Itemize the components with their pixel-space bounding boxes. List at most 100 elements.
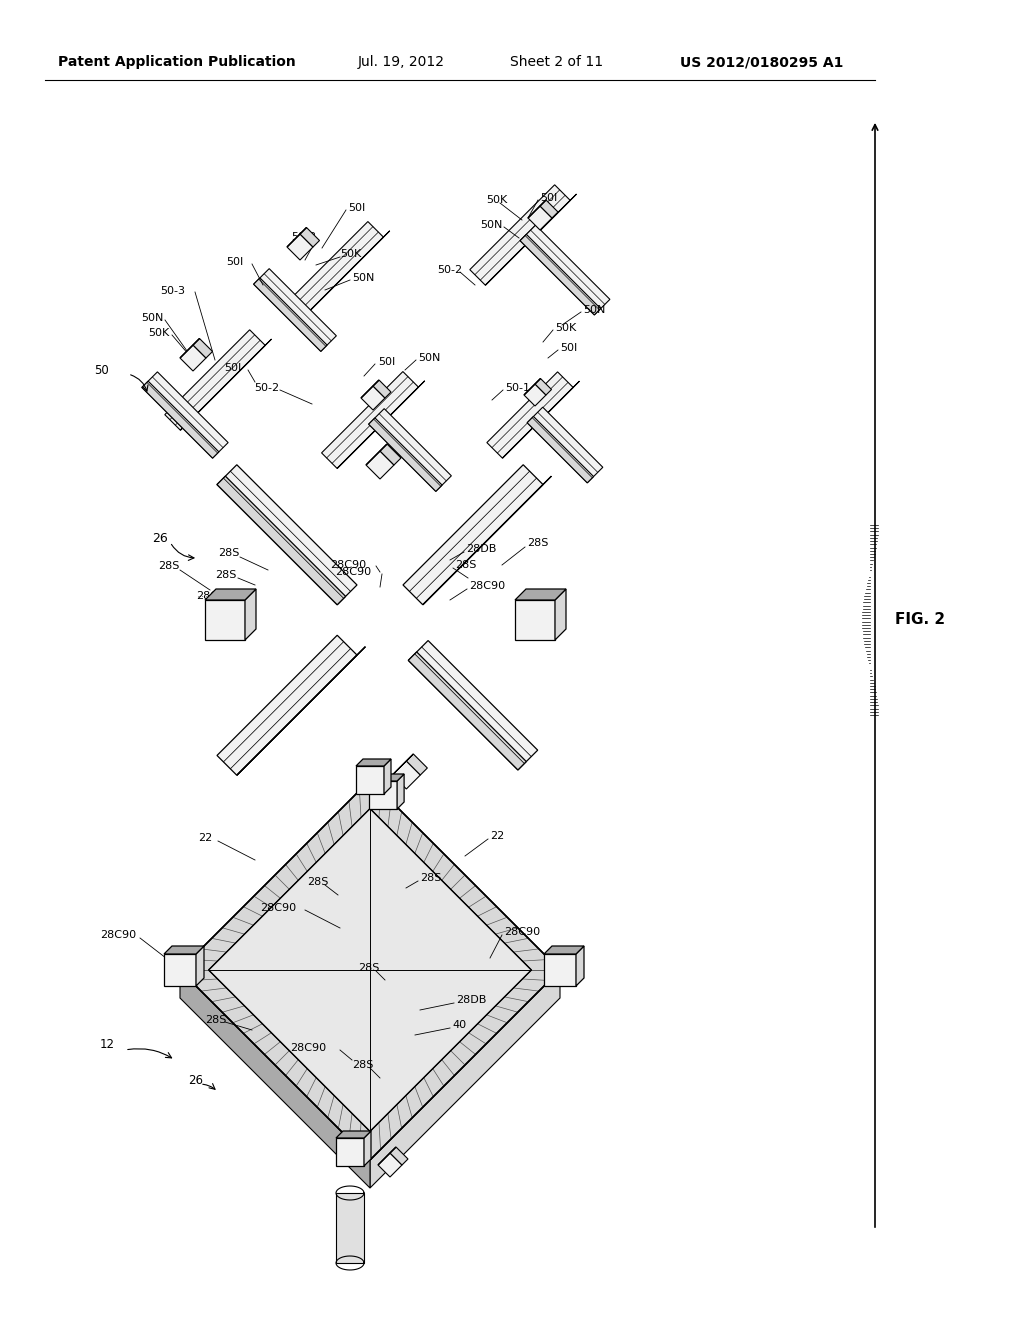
Polygon shape: [524, 379, 541, 395]
Polygon shape: [165, 330, 265, 430]
Polygon shape: [366, 451, 394, 479]
Polygon shape: [364, 1131, 371, 1166]
Polygon shape: [407, 754, 427, 775]
Polygon shape: [527, 416, 594, 483]
Text: 50K: 50K: [555, 323, 577, 333]
Polygon shape: [369, 774, 404, 781]
Text: 50I: 50I: [378, 356, 395, 367]
Text: 28S: 28S: [352, 1060, 374, 1071]
Polygon shape: [287, 227, 306, 247]
Polygon shape: [142, 381, 219, 458]
Text: 50I: 50I: [226, 257, 244, 267]
Text: FIG. 2: FIG. 2: [895, 612, 945, 627]
Text: 50I: 50I: [224, 363, 242, 374]
Text: 22: 22: [198, 833, 212, 843]
Polygon shape: [384, 759, 391, 795]
Polygon shape: [356, 759, 391, 766]
Polygon shape: [486, 372, 573, 458]
Text: 50K: 50K: [486, 195, 507, 205]
Polygon shape: [180, 780, 560, 1160]
Polygon shape: [164, 946, 204, 954]
Polygon shape: [409, 652, 526, 770]
Polygon shape: [336, 1131, 371, 1138]
Polygon shape: [193, 338, 213, 358]
Polygon shape: [544, 946, 584, 954]
Polygon shape: [217, 477, 346, 605]
Polygon shape: [520, 235, 601, 315]
Text: 28S: 28S: [215, 570, 237, 579]
Text: 50N: 50N: [418, 352, 440, 363]
Polygon shape: [180, 338, 200, 358]
Text: 28C90: 28C90: [260, 903, 296, 913]
Polygon shape: [528, 206, 552, 230]
Polygon shape: [535, 379, 552, 395]
Text: 50: 50: [94, 363, 109, 376]
Polygon shape: [205, 601, 245, 640]
Text: 28C90: 28C90: [100, 931, 136, 940]
Polygon shape: [544, 954, 575, 986]
Polygon shape: [196, 946, 204, 986]
Text: 50-1: 50-1: [505, 383, 530, 393]
Text: 28C90: 28C90: [290, 1043, 326, 1053]
Polygon shape: [520, 226, 610, 315]
Text: 50-3: 50-3: [160, 286, 185, 296]
Text: 40: 40: [452, 1020, 466, 1030]
Polygon shape: [524, 384, 546, 407]
Polygon shape: [369, 409, 452, 491]
Text: 28S: 28S: [218, 548, 240, 558]
Polygon shape: [180, 970, 370, 1188]
Polygon shape: [373, 380, 391, 399]
Polygon shape: [470, 185, 570, 285]
Polygon shape: [378, 1147, 396, 1166]
Text: 28S: 28S: [420, 873, 441, 883]
Polygon shape: [378, 1152, 402, 1177]
Polygon shape: [336, 1138, 364, 1166]
Polygon shape: [403, 465, 543, 605]
Text: 50N: 50N: [352, 273, 375, 282]
Polygon shape: [164, 954, 196, 986]
Polygon shape: [245, 589, 256, 640]
Text: 28C90: 28C90: [504, 927, 540, 937]
Polygon shape: [209, 809, 531, 1131]
Polygon shape: [180, 339, 271, 430]
Text: 50N: 50N: [141, 313, 164, 323]
Polygon shape: [370, 970, 560, 1188]
Polygon shape: [337, 380, 425, 469]
Polygon shape: [503, 381, 580, 458]
Polygon shape: [392, 762, 420, 789]
Polygon shape: [356, 766, 384, 795]
Text: 28S: 28S: [527, 539, 549, 548]
Text: 12: 12: [100, 1039, 115, 1052]
Text: 50K: 50K: [148, 327, 169, 338]
Polygon shape: [397, 774, 404, 809]
Polygon shape: [302, 231, 390, 318]
Polygon shape: [423, 477, 551, 605]
Polygon shape: [322, 371, 419, 469]
Text: 28C90: 28C90: [330, 560, 367, 570]
Text: 50-2: 50-2: [437, 265, 462, 275]
Polygon shape: [366, 444, 387, 465]
Polygon shape: [361, 385, 385, 411]
Text: 50I: 50I: [348, 203, 366, 213]
Polygon shape: [380, 444, 401, 465]
Text: 28C90: 28C90: [196, 591, 232, 601]
Text: 28DB: 28DB: [466, 544, 497, 554]
Text: 50-3: 50-3: [291, 232, 316, 242]
Polygon shape: [409, 640, 538, 770]
Text: 28C90: 28C90: [335, 568, 371, 577]
Text: Sheet 2 of 11: Sheet 2 of 11: [510, 55, 603, 69]
Polygon shape: [515, 589, 566, 601]
Polygon shape: [336, 1193, 364, 1263]
Polygon shape: [217, 635, 357, 775]
Polygon shape: [254, 269, 336, 351]
Polygon shape: [540, 201, 558, 218]
Text: 28S: 28S: [205, 1015, 226, 1026]
Polygon shape: [287, 222, 383, 318]
Polygon shape: [142, 372, 228, 458]
Polygon shape: [555, 589, 566, 640]
Polygon shape: [300, 227, 319, 247]
Text: 28C90: 28C90: [469, 581, 505, 591]
Text: 50N: 50N: [480, 220, 503, 230]
Polygon shape: [515, 601, 555, 640]
Polygon shape: [485, 194, 577, 285]
